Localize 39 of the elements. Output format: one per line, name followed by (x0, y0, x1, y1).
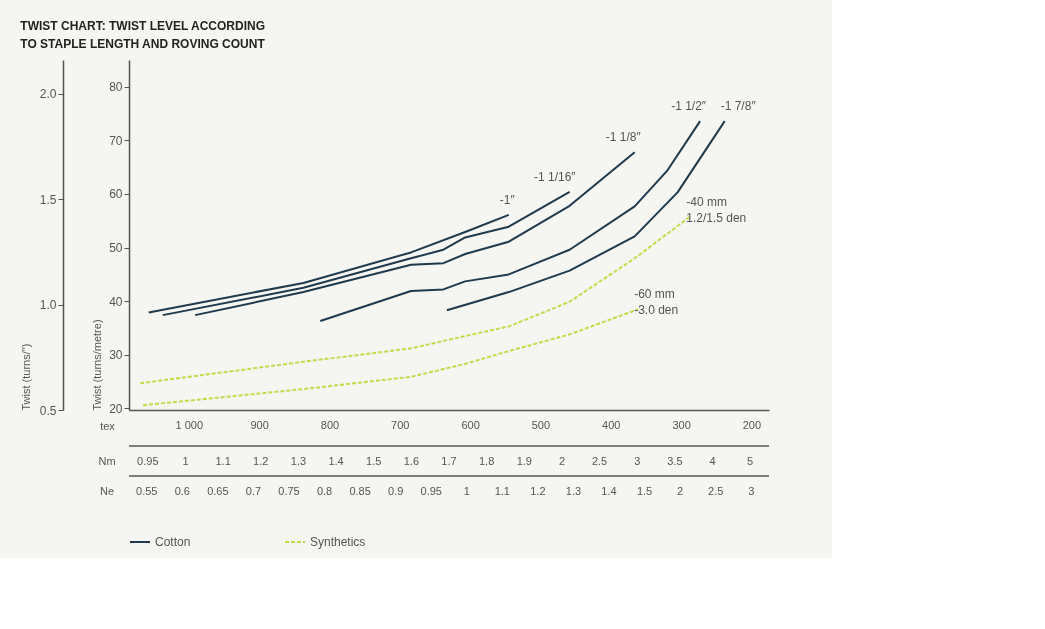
line-series (194, 151, 636, 317)
y-tick-label: 20 (109, 401, 123, 416)
annotation: -60 mm -3.0 den (634, 287, 679, 318)
annotation: -1″ (499, 192, 516, 207)
x-tick-label: 300 (672, 418, 691, 431)
y-tick-label: 40 (109, 294, 123, 309)
y2-tick-label: 1.5 (39, 192, 57, 207)
x-tick-label: 200 (742, 418, 762, 431)
y2-tick-label: 1.0 (39, 298, 57, 313)
y-tick-label: 70 (109, 133, 123, 148)
y2-tick-label: 2.0 (39, 87, 57, 102)
legend-label: Cotton (155, 535, 191, 549)
annotation: -1 7/8″ (720, 99, 757, 114)
y2-axis-title: Twist (turns/″) (19, 343, 32, 411)
y-axis-title: Twist (turns/metre) (91, 319, 104, 411)
text: Ne 0.55 0.6 0.65 0.7 0.75 0.8 0.85 0.9 0.95 1 1.1 1.2 1.3 1.4 1.5 2 2.5 3 (99, 485, 755, 497)
annotation: -1 1/16″ (534, 169, 577, 184)
annotation: -40 mm 1.2/1.5 den (686, 194, 747, 225)
legend-label: Synthetics (310, 535, 366, 549)
y-tick-label: 50 (109, 241, 123, 256)
x-tick-label: 900 (250, 418, 269, 431)
x-tick-label: 1 000 (175, 418, 204, 431)
y-tick-label: 80 (109, 80, 123, 95)
annotation: -1 1/2″ (671, 99, 707, 114)
line-series (161, 190, 571, 317)
x-axis-title: tex (100, 419, 116, 432)
x-tick-label: 500 (531, 418, 551, 431)
y2-tick-label: 0.5 (39, 403, 57, 418)
text: Nm 0.95 1 1.1 1.2 1.3 1.4 1.5 1.6 1.7 1.8 1.9 2 2.5 3 3.5 4 5 (98, 455, 754, 467)
x-tick-label: 800 (320, 418, 340, 431)
line-series (445, 120, 726, 312)
y-tick-label: 30 (109, 348, 123, 363)
annotation: -1 1/8″ (605, 130, 642, 145)
x-tick-label: 700 (391, 418, 410, 431)
x-tick-label: 400 (602, 418, 621, 431)
chart-title: TWIST CHART: TWIST LEVEL ACCORDING TO STAPLE LENGTH AND ROVING COUNT (20, 19, 266, 52)
line-series (147, 213, 510, 314)
y-tick-label: 60 (109, 187, 123, 202)
x-tick-label: 600 (461, 418, 480, 431)
